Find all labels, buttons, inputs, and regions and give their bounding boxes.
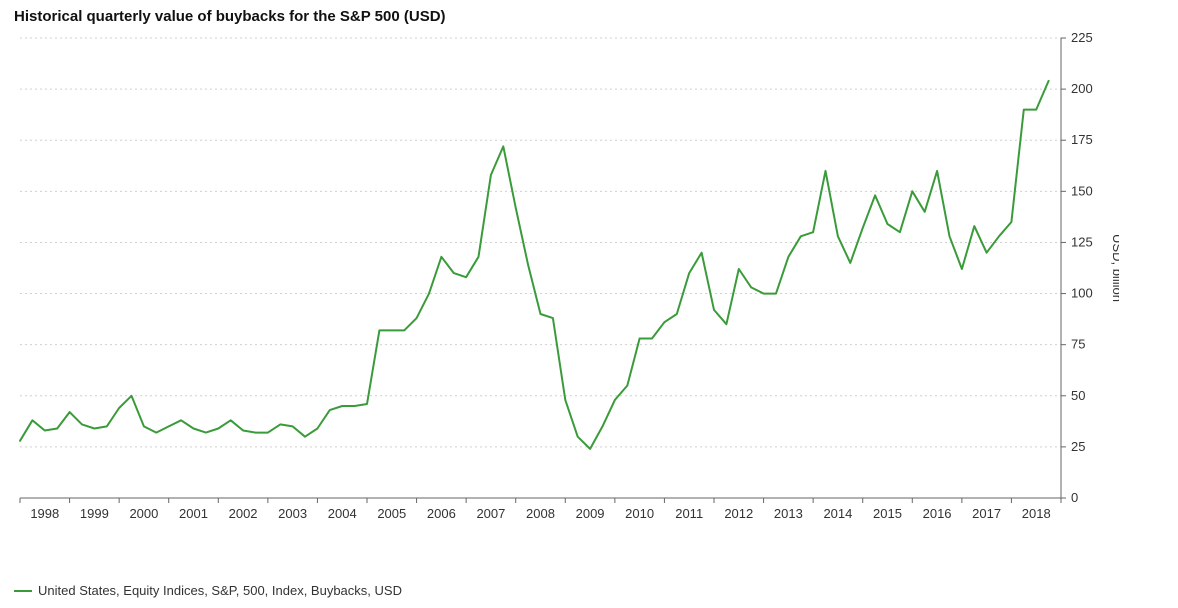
x-tick-label: 2009	[576, 506, 605, 521]
y-tick-label: 200	[1071, 81, 1093, 96]
x-tick-label: 2004	[328, 506, 357, 521]
x-tick-label: 2016	[923, 506, 952, 521]
x-tick-label: 2018	[1022, 506, 1051, 521]
plot-area: 1998199920002001200220032004200520062007…	[14, 32, 1119, 537]
y-axis-label: USD, billion	[1110, 234, 1119, 302]
y-tick-label: 0	[1071, 490, 1078, 505]
chart-container: Historical quarterly value of buybacks f…	[0, 0, 1178, 608]
chart-legend: United States, Equity Indices, S&P, 500,…	[14, 583, 402, 598]
x-tick-label: 1998	[30, 506, 59, 521]
y-tick-label: 75	[1071, 337, 1085, 352]
x-tick-label: 2017	[972, 506, 1001, 521]
y-tick-label: 225	[1071, 32, 1093, 45]
x-tick-label: 2012	[724, 506, 753, 521]
x-tick-label: 2010	[625, 506, 654, 521]
legend-label: United States, Equity Indices, S&P, 500,…	[38, 583, 402, 598]
x-tick-label: 2001	[179, 506, 208, 521]
y-tick-label: 25	[1071, 439, 1085, 454]
chart-title: Historical quarterly value of buybacks f…	[14, 8, 446, 25]
y-tick-label: 50	[1071, 388, 1085, 403]
legend-swatch	[14, 590, 32, 592]
series-line	[20, 81, 1049, 449]
x-tick-label: 2014	[823, 506, 852, 521]
y-tick-label: 125	[1071, 234, 1093, 249]
x-tick-label: 2011	[675, 506, 703, 521]
y-tick-label: 175	[1071, 132, 1093, 147]
line-chart-svg: 1998199920002001200220032004200520062007…	[14, 32, 1119, 532]
y-tick-label: 150	[1071, 183, 1093, 198]
x-tick-label: 2005	[377, 506, 406, 521]
x-tick-label: 2008	[526, 506, 555, 521]
x-tick-label: 2003	[278, 506, 307, 521]
x-tick-label: 2007	[476, 506, 505, 521]
x-tick-label: 2006	[427, 506, 456, 521]
x-tick-label: 1999	[80, 506, 109, 521]
x-tick-label: 2002	[229, 506, 258, 521]
x-tick-label: 2015	[873, 506, 902, 521]
x-tick-label: 2000	[129, 506, 158, 521]
y-tick-label: 100	[1071, 286, 1093, 301]
x-tick-label: 2013	[774, 506, 803, 521]
